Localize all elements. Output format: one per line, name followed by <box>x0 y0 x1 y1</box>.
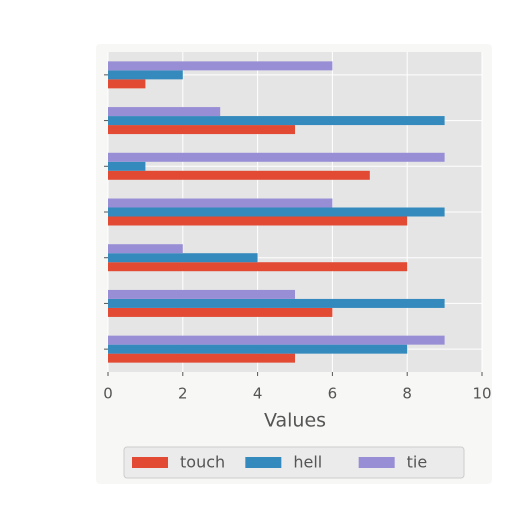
bar <box>108 116 445 126</box>
x-tick-label: 0 <box>103 385 113 403</box>
legend-swatch <box>132 457 168 468</box>
bar <box>108 216 408 226</box>
legend-swatch <box>358 457 395 468</box>
bar <box>108 161 146 171</box>
bar <box>108 152 445 162</box>
bar <box>108 198 333 208</box>
bar <box>108 298 445 308</box>
bar <box>108 207 445 217</box>
bar <box>108 253 258 263</box>
x-tick-label: 2 <box>178 385 188 403</box>
bar <box>108 344 408 354</box>
bar <box>108 262 408 272</box>
x-tick-label: 8 <box>402 385 412 403</box>
bar <box>108 79 146 89</box>
legend <box>123 446 465 479</box>
x-axis-label: Values <box>264 410 326 432</box>
bar <box>108 125 295 135</box>
x-tick-label: 10 <box>472 385 491 403</box>
bar <box>108 307 333 317</box>
bar <box>108 107 221 117</box>
bar <box>108 170 370 180</box>
x-tick-label: 4 <box>253 385 263 403</box>
bar <box>108 335 445 345</box>
bar <box>108 70 183 80</box>
legend-swatch <box>245 457 282 468</box>
bar <box>108 244 183 254</box>
bar <box>108 353 295 363</box>
legend-label: hell <box>293 453 322 472</box>
bar <box>108 61 333 71</box>
bar <box>108 289 295 299</box>
legend-label: touch <box>180 453 225 472</box>
x-tick-label: 6 <box>328 385 338 403</box>
legend-label: tie <box>407 453 428 472</box>
